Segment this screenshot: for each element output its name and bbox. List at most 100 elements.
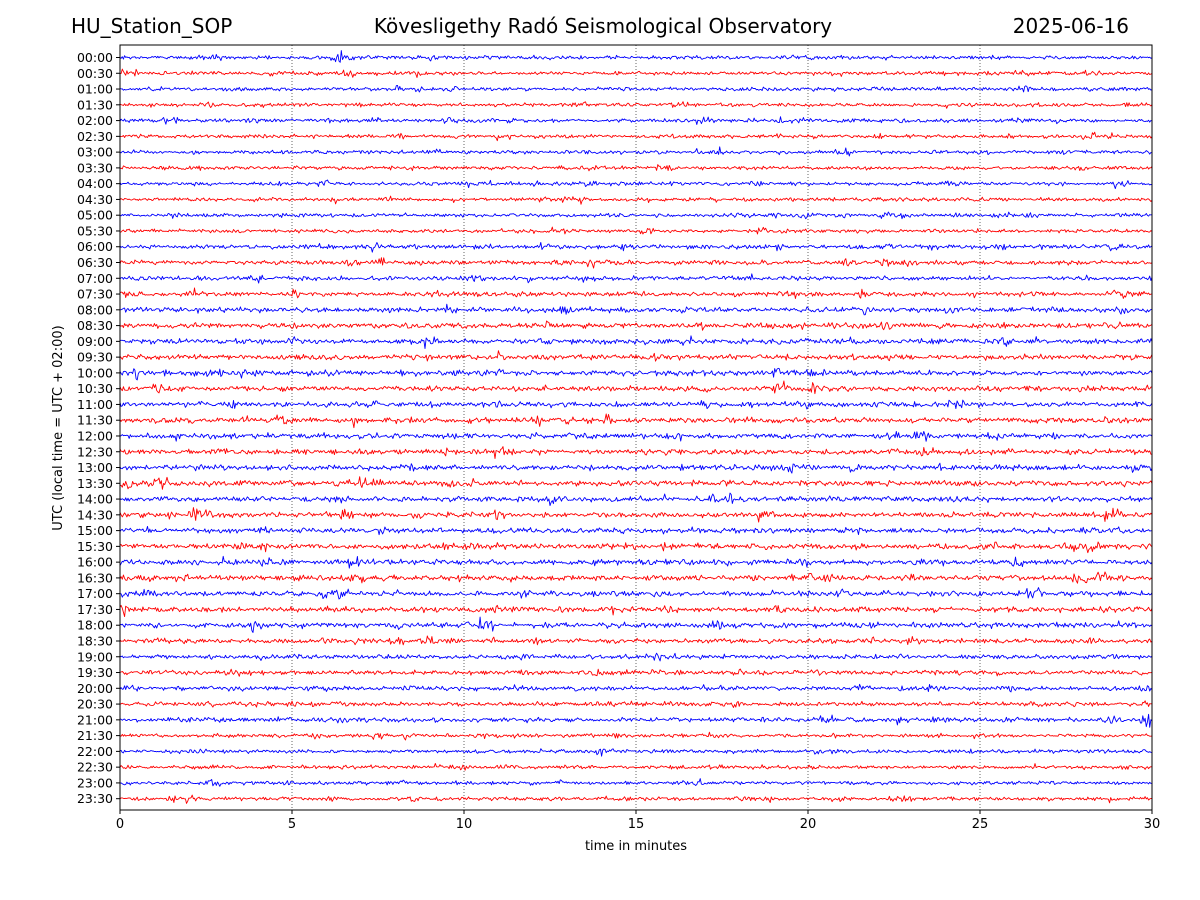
row-label: 03:30 bbox=[77, 160, 113, 175]
row-label: 05:30 bbox=[77, 223, 113, 238]
trace-0530 bbox=[119, 226, 1153, 235]
row-label: 09:00 bbox=[77, 334, 113, 349]
row-label: 17:30 bbox=[77, 602, 113, 617]
trace-1100 bbox=[119, 399, 1153, 410]
row-label: 23:30 bbox=[77, 791, 113, 806]
row-label: 16:30 bbox=[77, 570, 113, 585]
trace-0330 bbox=[119, 164, 1153, 172]
row-label: 15:30 bbox=[77, 539, 113, 554]
trace-2200 bbox=[119, 748, 1153, 757]
observatory-title: Kövesligethy Radó Seismological Observat… bbox=[373, 14, 833, 38]
trace-1930 bbox=[119, 668, 1153, 677]
trace-rows bbox=[119, 50, 1153, 804]
row-label: 09:30 bbox=[77, 350, 113, 365]
row-label: 20:30 bbox=[77, 697, 113, 712]
row-label: 14:30 bbox=[77, 507, 113, 522]
trace-0730 bbox=[119, 287, 1152, 299]
row-label: 14:00 bbox=[77, 492, 113, 507]
row-label: 02:00 bbox=[77, 113, 113, 128]
row-label: 13:30 bbox=[77, 476, 113, 491]
row-label: 03:00 bbox=[77, 145, 113, 160]
row-label: 17:00 bbox=[77, 586, 113, 601]
row-label: 07:00 bbox=[77, 271, 113, 286]
row-label: 15:00 bbox=[77, 523, 113, 538]
trace-1200 bbox=[119, 430, 1153, 442]
row-label: 10:00 bbox=[77, 365, 113, 380]
row-label: 18:30 bbox=[77, 633, 113, 648]
row-label: 23:00 bbox=[77, 775, 113, 790]
x-tick-label: 25 bbox=[972, 817, 989, 832]
trace-2300 bbox=[119, 778, 1153, 787]
x-axis: 0 5 10 15 20 25 30 bbox=[116, 810, 1160, 832]
station-name: HU_Station_SOP bbox=[71, 14, 233, 38]
trace-0200 bbox=[119, 116, 1153, 125]
trace-0000 bbox=[119, 50, 1153, 63]
trace-0500 bbox=[119, 211, 1153, 220]
trace-1900 bbox=[119, 652, 1153, 662]
row-label: 22:30 bbox=[77, 760, 113, 775]
trace-1330 bbox=[119, 476, 1153, 490]
x-tick-label: 5 bbox=[288, 817, 296, 832]
trace-1700 bbox=[119, 587, 1153, 600]
trace-0630 bbox=[119, 257, 1153, 269]
trace-0700 bbox=[119, 273, 1153, 284]
row-label: 19:00 bbox=[77, 649, 113, 664]
x-axis-label: time in minutes bbox=[585, 839, 687, 854]
trace-0430 bbox=[119, 195, 1153, 205]
trace-1800 bbox=[119, 616, 1153, 633]
x-tick-label: 20 bbox=[800, 817, 817, 832]
trace-2230 bbox=[119, 762, 1153, 771]
date-label: 2025-06-16 bbox=[1012, 14, 1129, 38]
y-axis-label: UTC (local time = UTC + 02:00) bbox=[51, 325, 66, 530]
trace-0600 bbox=[119, 241, 1153, 253]
trace-1600 bbox=[119, 555, 1153, 569]
row-label: 04:30 bbox=[77, 192, 113, 207]
x-tick-label: 0 bbox=[116, 817, 124, 832]
y-axis: 00:0000:3001:0001:3002:0002:3003:0003:30… bbox=[77, 50, 120, 806]
trace-0030 bbox=[119, 68, 1153, 78]
trace-0900 bbox=[119, 335, 1153, 350]
trace-1500 bbox=[119, 525, 1152, 536]
row-label: 20:00 bbox=[77, 681, 113, 696]
x-tick-label: 30 bbox=[1144, 817, 1161, 832]
row-label: 00:00 bbox=[77, 50, 113, 65]
x-tick-label: 15 bbox=[628, 817, 645, 832]
row-label: 04:00 bbox=[77, 176, 113, 191]
row-label: 06:00 bbox=[77, 239, 113, 254]
trace-0100 bbox=[119, 84, 1153, 93]
row-label: 06:30 bbox=[77, 255, 113, 270]
trace-0800 bbox=[119, 303, 1153, 316]
trace-0930 bbox=[119, 350, 1153, 362]
trace-1730 bbox=[119, 604, 1153, 618]
trace-0130 bbox=[119, 101, 1153, 109]
trace-0830 bbox=[119, 320, 1153, 331]
trace-1300 bbox=[119, 462, 1153, 474]
trace-1630 bbox=[119, 571, 1153, 584]
trace-2030 bbox=[119, 700, 1153, 708]
row-label: 19:30 bbox=[77, 665, 113, 680]
trace-1430 bbox=[119, 507, 1153, 523]
row-label: 01:30 bbox=[77, 97, 113, 112]
row-label: 01:00 bbox=[77, 82, 113, 97]
row-label: 10:30 bbox=[77, 381, 113, 396]
row-label: 16:00 bbox=[77, 555, 113, 570]
row-label: 12:00 bbox=[77, 428, 113, 443]
trace-2330 bbox=[119, 794, 1152, 804]
row-label: 11:30 bbox=[77, 413, 113, 428]
row-label: 21:00 bbox=[77, 712, 113, 727]
row-label: 18:00 bbox=[77, 618, 113, 633]
trace-1130 bbox=[119, 413, 1153, 429]
grid-lines bbox=[291, 45, 981, 810]
row-label: 05:00 bbox=[77, 208, 113, 223]
row-label: 07:30 bbox=[77, 287, 113, 302]
trace-1230 bbox=[119, 446, 1152, 460]
row-label: 12:30 bbox=[77, 444, 113, 459]
trace-2100 bbox=[119, 713, 1153, 728]
trace-0400 bbox=[119, 179, 1153, 190]
row-label: 13:00 bbox=[77, 460, 113, 475]
trace-0300 bbox=[119, 146, 1153, 157]
row-label: 02:30 bbox=[77, 129, 113, 144]
trace-2000 bbox=[119, 683, 1153, 693]
trace-2130 bbox=[119, 731, 1153, 741]
